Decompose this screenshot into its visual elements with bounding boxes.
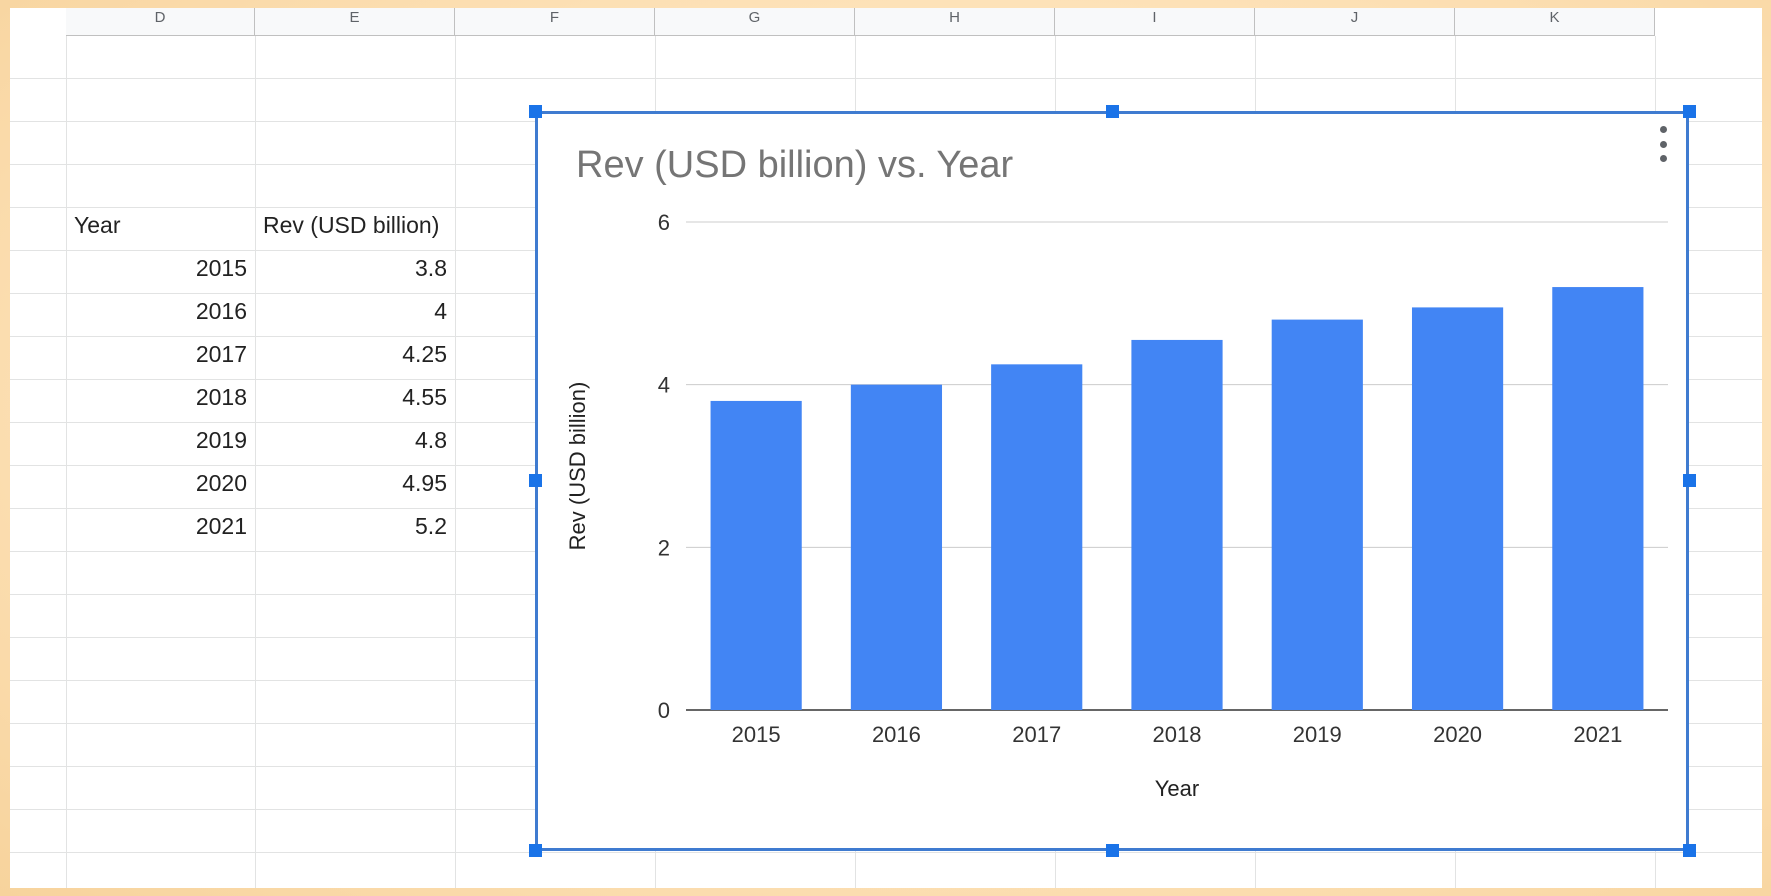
cell-revenue[interactable]: 4 — [434, 298, 447, 324]
column-gridline — [66, 36, 67, 888]
chart-container[interactable]: Rev (USD billion) vs. Year 0 2 4 6 2015 2016 2… — [535, 111, 1689, 851]
resize-handle-top-right[interactable] — [1683, 105, 1696, 118]
y-tick-label: 0 — [658, 698, 670, 723]
x-axis-title: Year — [1155, 776, 1199, 801]
x-tick-label: 2021 — [1573, 722, 1622, 747]
cell-year[interactable]: 2016 — [195, 298, 247, 324]
menu-dot — [1659, 155, 1667, 162]
resize-handle-bottom-middle[interactable] — [1106, 844, 1119, 857]
cell-year[interactable]: 2020 — [195, 470, 247, 496]
cell-year[interactable]: 2018 — [195, 384, 247, 410]
x-tick-label: 2015 — [732, 722, 781, 747]
bar-2020 — [1411, 307, 1504, 710]
cell-year[interactable]: 2021 — [195, 513, 247, 539]
x-tick-label: 2019 — [1293, 722, 1342, 747]
resize-handle-bottom-right[interactable] — [1683, 844, 1696, 857]
cell-revenue[interactable]: 4.8 — [415, 427, 447, 453]
cell-revenue[interactable]: 4.25 — [402, 341, 447, 367]
x-tick-label: 2017 — [1012, 722, 1061, 747]
chart-title: Rev (USD billion) vs. Year — [576, 144, 1014, 186]
bar-2016 — [850, 384, 943, 710]
resize-handle-middle-right[interactable] — [1683, 474, 1696, 487]
bar-chart: 0 2 4 6 2015 2016 2017 2018 2019 2020 2021 Year Rev … — [565, 210, 1668, 801]
cell-revenue[interactable]: 5.2 — [415, 513, 447, 539]
menu-dot — [1659, 126, 1667, 133]
bar-2019 — [1271, 319, 1363, 710]
resize-handle-bottom-left[interactable] — [529, 844, 542, 857]
row-gridline — [10, 852, 1762, 853]
column-header-d[interactable]: D — [66, 8, 255, 36]
column-header-h[interactable]: H — [855, 8, 1055, 36]
x-tick-label: 2020 — [1433, 722, 1482, 747]
cell-year[interactable]: 2015 — [195, 255, 247, 281]
cell-year[interactable]: 2017 — [195, 341, 247, 367]
cell-revenue[interactable]: 4.55 — [402, 384, 447, 410]
resize-handle-middle-left[interactable] — [529, 474, 542, 487]
x-tick-label: 2018 — [1153, 722, 1202, 747]
bar-2015 — [710, 400, 802, 710]
column-header-k[interactable]: K — [1455, 8, 1655, 36]
bar-2017 — [991, 364, 1083, 710]
cell-year[interactable]: 2019 — [195, 427, 247, 453]
column-header-i[interactable]: I — [1055, 8, 1255, 36]
bar-2021 — [1552, 287, 1644, 710]
y-tick-label: 6 — [658, 210, 670, 235]
header-cell-year[interactable]: Year — [74, 212, 121, 238]
resize-handle-top-middle[interactable] — [1106, 105, 1119, 118]
menu-dot — [1659, 140, 1667, 148]
more-vert-icon[interactable] — [1658, 126, 1668, 162]
header-cell-rev[interactable]: Rev (USD billion) — [263, 212, 440, 238]
column-gridline — [255, 36, 256, 888]
column-header-j[interactable]: J — [1255, 8, 1455, 36]
bar-2018 — [1131, 339, 1223, 710]
x-tick-label: 2016 — [872, 722, 921, 747]
column-header-g[interactable]: G — [655, 8, 855, 36]
cell-revenue[interactable]: 3.8 — [415, 255, 447, 281]
y-tick-label: 4 — [658, 373, 670, 398]
y-axis-title: Rev (USD billion) — [565, 382, 590, 551]
y-tick-label: 2 — [658, 535, 670, 560]
row-gridline — [10, 78, 1762, 79]
column-header-e[interactable]: E — [255, 8, 455, 36]
cell-revenue[interactable]: 4.95 — [402, 470, 447, 496]
column-gridline — [455, 36, 456, 888]
resize-handle-top-left[interactable] — [529, 105, 542, 118]
column-header-f[interactable]: F — [455, 8, 655, 36]
